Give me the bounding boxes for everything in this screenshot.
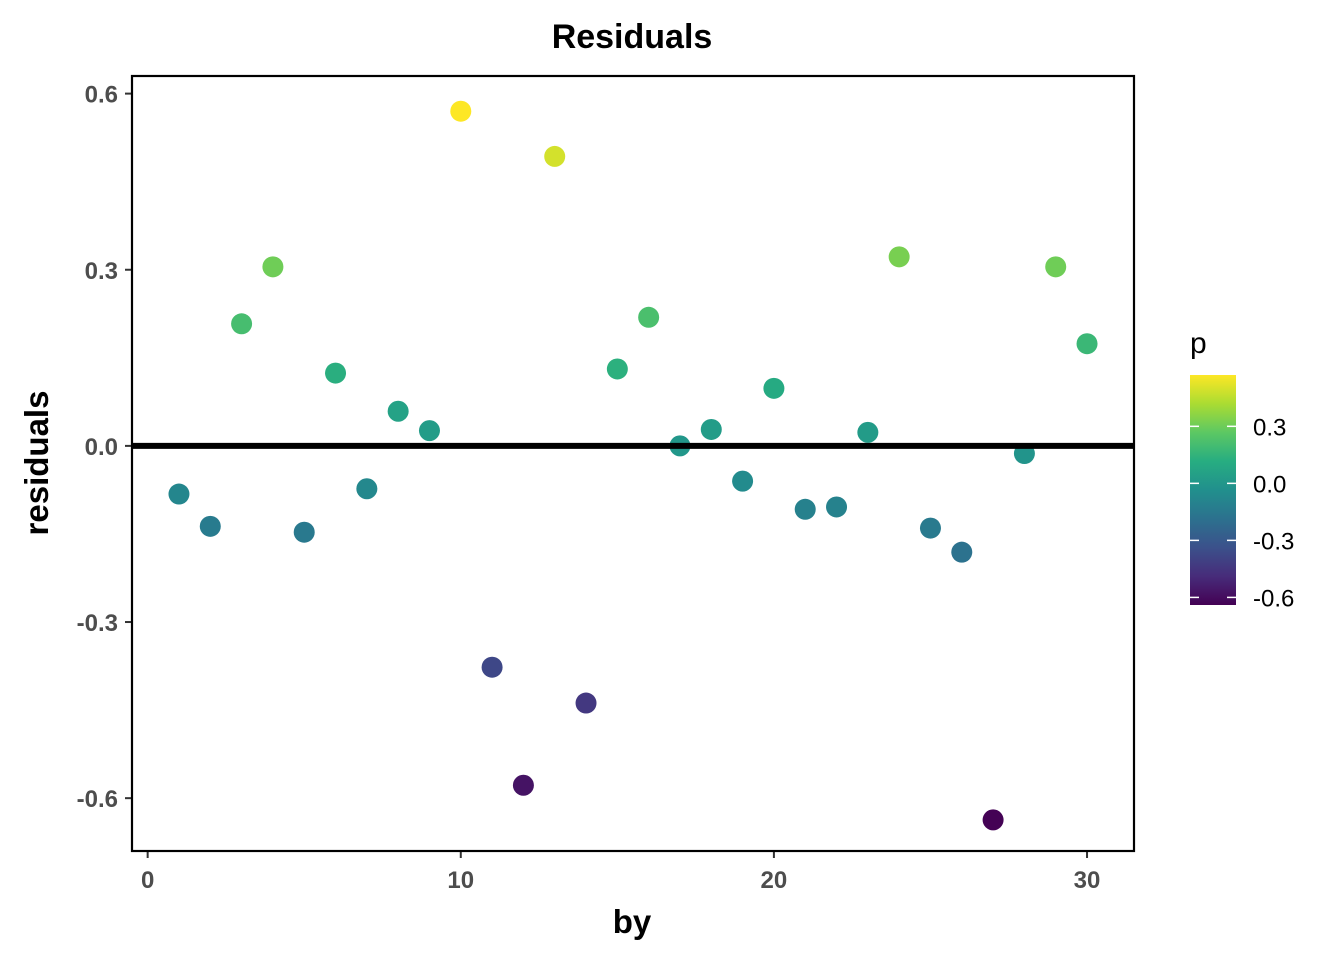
data-point <box>700 418 722 440</box>
x-tick-label: 30 <box>1074 867 1101 894</box>
data-point <box>606 358 628 380</box>
y-tick-label: 0.3 <box>85 258 118 285</box>
data-point <box>356 478 378 500</box>
data-point <box>231 313 253 335</box>
data-point <box>262 256 284 278</box>
data-point <box>826 496 848 518</box>
legend-label: -0.6 <box>1253 585 1294 612</box>
data-points <box>168 100 1098 831</box>
data-point <box>387 400 409 422</box>
y-tick-label: 0.6 <box>85 82 118 109</box>
data-point <box>481 656 503 678</box>
data-point <box>951 541 973 563</box>
data-point <box>293 521 315 543</box>
legend-title: p <box>1190 327 1207 360</box>
data-point <box>575 692 597 714</box>
data-point <box>919 517 941 539</box>
x-axis-title: by <box>613 903 652 940</box>
legend-label: 0.3 <box>1253 414 1286 441</box>
data-point <box>325 362 347 384</box>
data-point <box>512 774 534 796</box>
data-point <box>732 470 754 492</box>
data-point <box>1076 333 1098 355</box>
data-point <box>638 306 660 328</box>
data-point <box>544 145 566 167</box>
x-tick-label: 10 <box>447 867 474 894</box>
x-tick-label: 20 <box>761 867 788 894</box>
data-point <box>794 498 816 520</box>
x-tick-label: 0 <box>141 867 154 894</box>
data-point <box>199 515 221 537</box>
plot-panel-border <box>130 74 1136 853</box>
data-point <box>857 421 879 443</box>
chart-title: Residuals <box>552 18 713 56</box>
data-point <box>763 377 785 399</box>
data-point <box>982 809 1004 831</box>
color-legend: p 0.3 0.0 -0.3 -0.6 <box>1190 327 1294 612</box>
y-axis-title: residuals <box>18 391 55 536</box>
y-tick-label: -0.3 <box>77 610 118 637</box>
y-tick-label: -0.6 <box>77 786 118 813</box>
x-axis: 0 10 20 30 <box>141 851 1100 894</box>
data-point <box>888 246 910 268</box>
y-axis: -0.6 -0.3 0.0 0.3 0.6 <box>77 82 132 813</box>
legend-label: -0.3 <box>1253 528 1294 555</box>
data-point <box>1045 256 1067 278</box>
data-point <box>418 420 440 442</box>
data-point <box>450 100 472 122</box>
data-point <box>168 483 190 505</box>
y-tick-label: 0.0 <box>85 434 118 461</box>
legend-label: 0.0 <box>1253 471 1286 498</box>
legend-colorbar <box>1190 375 1236 605</box>
